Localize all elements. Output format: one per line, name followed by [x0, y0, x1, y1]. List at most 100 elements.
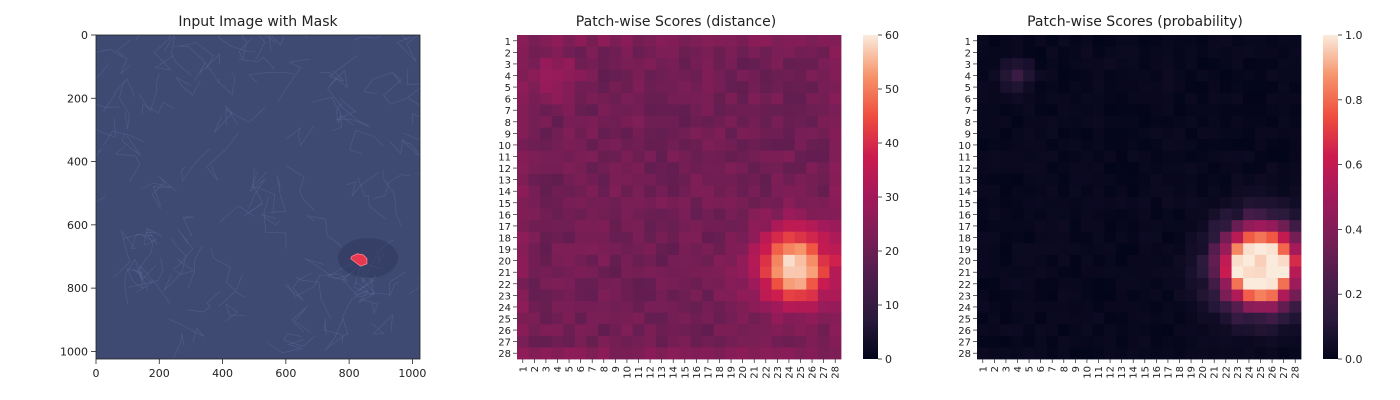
heatmap-cell — [1046, 301, 1059, 314]
heatmap-cell — [748, 127, 761, 140]
heatmap-cell — [829, 139, 842, 152]
heatmap-cell — [1231, 35, 1244, 47]
row-label: 13 — [958, 176, 971, 187]
heatmap-cell — [1046, 220, 1059, 233]
heatmap-cell — [783, 278, 796, 290]
row-label: 17 — [958, 222, 971, 233]
heatmap-cell — [748, 69, 761, 82]
heatmap-cell — [1139, 254, 1151, 267]
row-label: 12 — [498, 164, 511, 175]
heatmap-cell — [736, 35, 749, 47]
heatmap-cell — [771, 289, 784, 302]
heatmap-cell — [586, 127, 599, 140]
heatmap-cell — [817, 324, 830, 337]
heatmap-cell — [644, 104, 657, 117]
heatmap-cell — [1254, 46, 1267, 59]
heatmap-cell — [725, 197, 738, 209]
heatmap-cell — [1162, 35, 1175, 47]
heatmap-cell — [1127, 35, 1140, 47]
heatmap-cell — [1231, 220, 1244, 233]
heatmap-cell — [1289, 197, 1302, 209]
heatmap-cell — [1162, 347, 1175, 360]
heatmap-cell — [1243, 243, 1256, 256]
heatmap-cell — [574, 35, 587, 47]
heatmap-cell — [1058, 278, 1070, 290]
heatmap-cell — [1196, 208, 1209, 221]
heatmap-cell — [817, 81, 830, 94]
heatmap-cell — [586, 347, 599, 360]
heatmap-cell — [1266, 231, 1279, 244]
heatmap-cell — [1220, 243, 1232, 256]
heatmap-cell — [783, 150, 796, 163]
heatmap-cell — [1092, 104, 1105, 117]
heatmap-cell — [644, 301, 657, 314]
heatmap-cell — [771, 231, 784, 244]
heatmap-cell — [1208, 35, 1221, 47]
heatmap-cell — [1000, 208, 1013, 221]
heatmap-cell — [1023, 301, 1036, 314]
heatmap-cell — [794, 220, 807, 233]
heatmap-cell — [806, 220, 819, 233]
heatmap-cell — [1150, 324, 1163, 337]
heatmap-cell — [988, 162, 1001, 175]
heatmap-cell — [725, 185, 738, 198]
heatmap-cell — [1104, 69, 1117, 82]
panel3-title: Patch-wise Scores (probability) — [1027, 14, 1243, 30]
heatmap-cell — [563, 301, 576, 314]
heatmap-cell — [1277, 324, 1290, 337]
heatmap-cell — [702, 162, 715, 175]
heatmap-cell — [528, 116, 541, 128]
heatmap-cell — [1254, 220, 1267, 233]
heatmap-cell — [1196, 162, 1209, 175]
heatmap-cell — [667, 289, 680, 302]
heatmap-cell — [563, 185, 576, 198]
heatmap-cell — [1243, 301, 1256, 314]
heatmap-cell — [679, 208, 691, 221]
heatmap-cell — [609, 92, 622, 105]
heatmap-cell — [1115, 335, 1128, 348]
heatmap-cell — [1266, 35, 1279, 47]
heatmap-cell — [1150, 335, 1163, 348]
heatmap-cell — [829, 289, 842, 302]
heatmap-cell — [702, 127, 715, 140]
colorbar-tick-label: 60 — [885, 29, 899, 42]
heatmap-cell — [574, 92, 587, 105]
heatmap-cell — [713, 81, 726, 94]
row-label: 24 — [498, 303, 511, 314]
heatmap-cell — [1034, 243, 1047, 256]
heatmap-cell — [817, 312, 830, 325]
heatmap-cell — [574, 208, 587, 221]
heatmap-cell — [655, 127, 668, 140]
heatmap-cell — [1266, 173, 1279, 186]
heatmap-cell — [1254, 150, 1267, 163]
heatmap-cell — [1277, 173, 1290, 186]
heatmap-cell — [760, 197, 772, 209]
heatmap-cell — [1289, 324, 1302, 337]
heatmap-cell — [725, 46, 738, 59]
heatmap-cell — [1243, 324, 1256, 337]
heatmap-cell — [1000, 324, 1013, 337]
heatmap-cell — [1023, 208, 1036, 221]
heatmap-cell — [794, 185, 807, 198]
heatmap-cell — [586, 35, 599, 47]
heatmap-cell — [1277, 150, 1290, 163]
heatmap-cell — [1011, 347, 1024, 360]
heatmap-cell — [598, 243, 610, 256]
heatmap-cell — [1034, 116, 1047, 128]
heatmap-cell — [1023, 231, 1036, 244]
heatmap-cell — [736, 81, 749, 94]
heatmap-cell — [1092, 150, 1105, 163]
heatmap-cell — [1058, 243, 1070, 256]
heatmap-cell — [1220, 289, 1232, 302]
heatmap-cell — [783, 301, 796, 314]
heatmap-cell — [725, 150, 738, 163]
heatmap-cell — [1243, 127, 1256, 140]
heatmap-cell — [1266, 266, 1279, 279]
heatmap-cell — [817, 173, 830, 186]
heatmap-cell — [977, 243, 989, 256]
heatmap-cell — [574, 312, 587, 325]
heatmap-cell — [1139, 46, 1151, 59]
heatmap-cell — [551, 278, 564, 290]
heatmap-cell — [644, 254, 657, 267]
heatmap-cell — [1115, 92, 1128, 105]
